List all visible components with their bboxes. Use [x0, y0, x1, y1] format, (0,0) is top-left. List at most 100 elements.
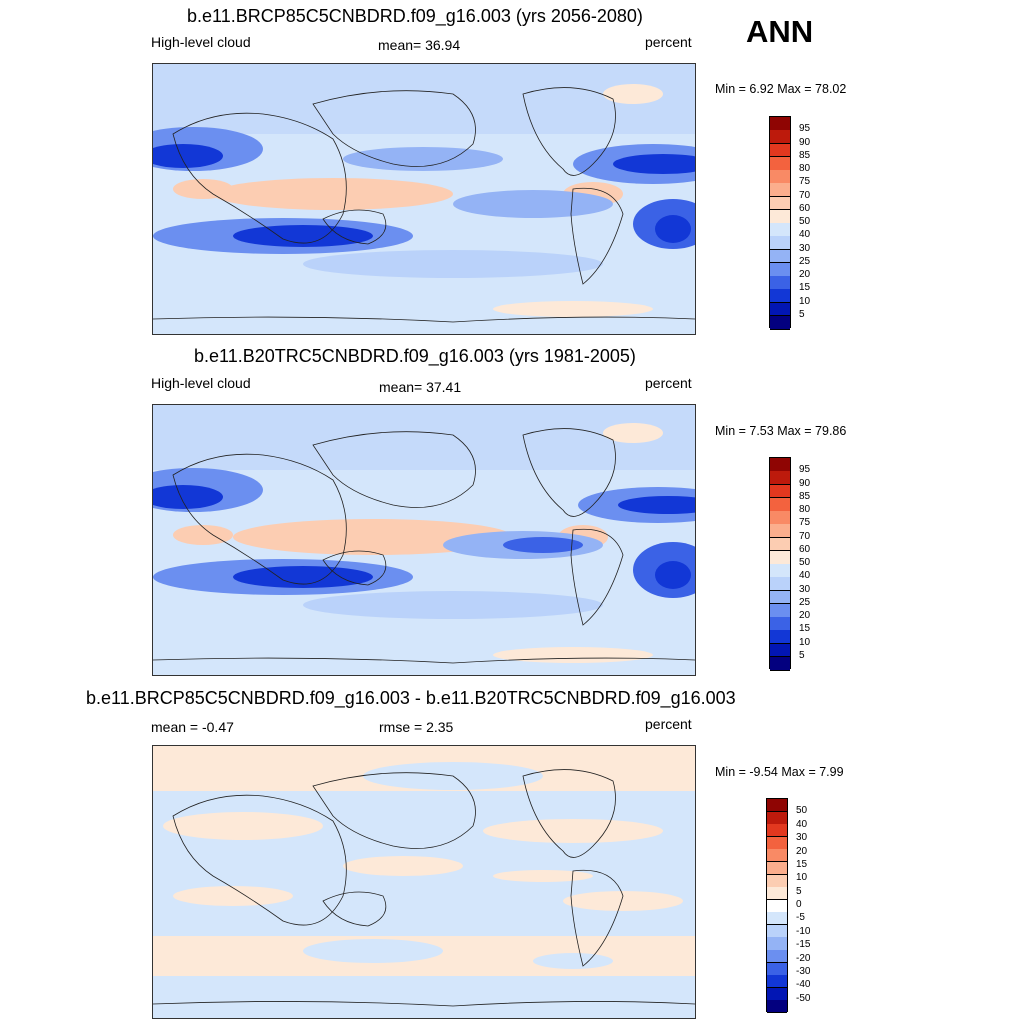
panel-1-map-svg: [153, 64, 695, 334]
colorbar-swatch: [770, 223, 790, 237]
colorbar-swatch: [767, 899, 787, 913]
colorbar-swatch: [767, 836, 787, 850]
colorbar-swatch: [770, 524, 790, 538]
colorbar-swatch: [770, 315, 790, 330]
colorbar-swatch: [770, 209, 790, 224]
colorbar-swatch: [770, 236, 790, 250]
colorbar-swatch: [770, 471, 790, 485]
colorbar-tick-label: 90: [799, 477, 811, 489]
colorbar-tick-label: 30: [796, 832, 808, 844]
panel-1-colorbar: 95 90 85 80 75 70 60 50 40 30 25 20 15 10 5: [769, 116, 810, 330]
panel-1-map: [152, 63, 696, 335]
colorbar-tick-label: 15: [799, 282, 811, 294]
colorbar-tick-label: -15: [796, 939, 811, 951]
panel-3-units-label: percent: [645, 716, 692, 732]
colorbar-tick-label: 85: [799, 149, 811, 161]
colorbar-tick-label: 5: [799, 308, 805, 320]
panel-3-minmax: Min = -9.54 Max = 7.99: [715, 765, 844, 779]
panel-3-colorbar: 50 40 30 20 15 10 5 0 -5 -10 -15 -20 -30 -40 -50: [766, 798, 810, 1014]
panel-3-rmse-label: rmse = 2.35: [379, 719, 454, 735]
colorbar-swatch: [767, 962, 787, 976]
panel-2-units-label: percent: [645, 375, 692, 391]
colorbar-swatch: [767, 849, 787, 863]
colorbar-tick-label: 40: [796, 818, 808, 830]
colorbar-swatch: [767, 975, 787, 989]
colorbar-swatch: [770, 577, 790, 591]
colorbar-swatch: [770, 458, 790, 472]
colorbar-tick-label: 20: [796, 845, 808, 857]
colorbar-swatch: [770, 156, 790, 171]
colorbar-swatch: [770, 183, 790, 197]
colorbar-swatch: [767, 950, 787, 964]
colorbar-swatch: [770, 511, 790, 525]
panel-2-variable-label: High-level cloud: [151, 375, 251, 391]
colorbar-swatch: [767, 937, 787, 951]
colorbar-tick-label: 25: [799, 255, 811, 267]
colorbar-swatch: [770, 302, 790, 317]
colorbar-tick-label: 40: [799, 570, 811, 582]
colorbar-tick-label: 95: [799, 123, 811, 135]
colorbar-swatch: [767, 824, 787, 838]
panel-2-map: [152, 404, 696, 676]
panel-3-mean-label: mean = -0.47: [151, 719, 234, 735]
colorbar-tick-label: 50: [799, 216, 811, 227]
panel-3-map-svg: [153, 746, 695, 1018]
colorbar-swatch: [767, 874, 787, 888]
colorbar-swatch: [770, 143, 790, 158]
colorbar-tick-label: 75: [799, 517, 811, 529]
colorbar-tick-label: 95: [799, 464, 811, 476]
panel-2-colorbar: 95 90 85 80 75 70 60 50 40 30 25 20 15 10 5: [769, 457, 810, 671]
colorbar-swatch: [770, 117, 790, 131]
colorbar-tick-label: 10: [796, 872, 808, 884]
colorbar-swatch: [770, 564, 790, 578]
colorbar-swatch: [770, 643, 790, 658]
colorbar-tick-label: 15: [796, 858, 808, 870]
colorbar-tick-label: 10: [799, 295, 811, 307]
colorbar-swatch: [767, 987, 787, 1001]
colorbar-tick-label: 75: [799, 176, 811, 188]
panel-3-map: [152, 745, 696, 1019]
colorbar-tick-label: 60: [799, 543, 811, 555]
colorbar-swatch: [767, 912, 787, 926]
colorbar-tick-label: 40: [799, 229, 811, 241]
colorbar-swatch: [770, 656, 790, 671]
colorbar-swatch: [770, 170, 790, 184]
panel-3-title: b.e11.BRCP85C5CNBDRD.f09_g16.003 - b.e11…: [86, 688, 736, 708]
colorbar-swatch: [767, 861, 787, 876]
colorbar-tick-label: -5: [796, 912, 805, 924]
panel-1-minmax: Min = 6.92 Max = 78.02: [715, 82, 847, 96]
colorbar-tick-label: 20: [799, 610, 811, 621]
panel-1-mean-label: mean= 36.94: [378, 37, 461, 53]
colorbar-tick-label: 30: [799, 583, 811, 595]
panel-2-minmax: Min = 7.53 Max = 79.86: [715, 424, 847, 438]
colorbar-swatch: [770, 590, 790, 605]
colorbar-tick-label: 25: [799, 596, 811, 608]
colorbar-tick-label: 5: [796, 885, 802, 897]
colorbar-swatch: [770, 497, 790, 512]
panel-2-mean-label: mean= 37.41: [379, 379, 462, 395]
colorbar-swatch: [770, 537, 790, 552]
colorbar-swatch: [770, 276, 790, 290]
colorbar-tick-label: 50: [799, 557, 811, 568]
colorbar-swatch: [770, 484, 790, 499]
colorbar-swatch: [770, 603, 790, 618]
colorbar-swatch: [770, 550, 790, 565]
colorbar-swatch: [770, 262, 790, 277]
colorbar-swatch: [770, 617, 790, 631]
panel-2-title: b.e11.B20TRC5CNBDRD.f09_g16.003 (yrs 198…: [194, 346, 636, 366]
colorbar-tick-label: 85: [799, 490, 811, 502]
colorbar-tick-label: 70: [799, 530, 811, 542]
panel-3-colorbar-swatches: [766, 798, 788, 1014]
colorbar-tick-label: -30: [796, 965, 811, 977]
colorbar-swatch: [767, 1000, 787, 1014]
colorbar-tick-label: -40: [796, 979, 811, 991]
colorbar-tick-label: -20: [796, 952, 811, 964]
colorbar-tick-label: 0: [796, 899, 802, 910]
colorbar-swatch: [770, 249, 790, 264]
colorbar-swatch: [767, 799, 787, 813]
colorbar-tick-label: 30: [799, 242, 811, 254]
colorbar-tick-label: 80: [799, 163, 811, 174]
panel-2-map-svg: [153, 405, 695, 675]
colorbar-tick-label: 5: [799, 649, 805, 661]
colorbar-tick-label: -10: [796, 925, 811, 937]
